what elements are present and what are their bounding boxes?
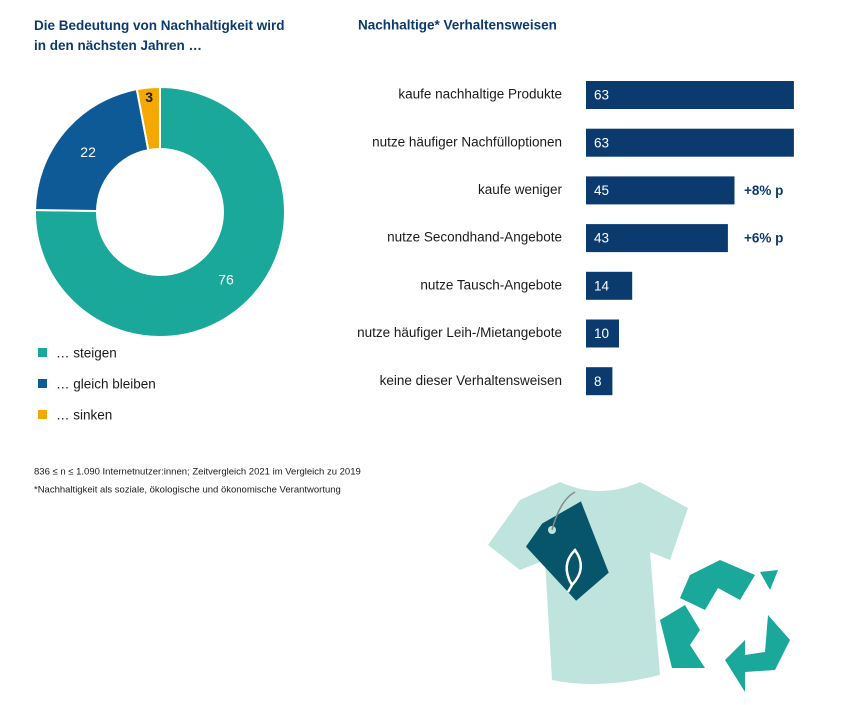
bar-title: Nachhaltige* Verhaltensweisen (358, 18, 557, 33)
donut-segment (33, 88, 150, 213)
change-label: +8% p (744, 183, 783, 198)
data-label: 3 (145, 89, 153, 105)
donut-segment (34, 85, 286, 338)
data-label: 76 (218, 272, 234, 288)
bar (586, 367, 613, 396)
data-label: 45 (594, 183, 609, 198)
change-label: +6% p (744, 231, 783, 246)
category-label: nutze Secondhand-Angebote (387, 230, 562, 245)
legend-label: … steigen (56, 346, 117, 361)
footnote: *Nachhaltigkeit als soziale, ökologische… (34, 485, 341, 496)
bar (586, 224, 728, 253)
data-label: 63 (594, 135, 609, 150)
data-label: 63 (594, 88, 609, 103)
category-label: kaufe nachhaltige Produkte (398, 87, 562, 102)
data-label: 8 (594, 374, 602, 389)
bar (586, 271, 633, 300)
data-label: 43 (594, 231, 609, 246)
bar (586, 81, 794, 109)
category-label: nutze häufiger Leih-/Mietangebote (357, 325, 562, 340)
data-label: 14 (594, 278, 610, 293)
donut-segment (135, 85, 161, 152)
bar (586, 319, 619, 348)
illustration (488, 482, 790, 692)
legend-label: … sinken (56, 408, 112, 423)
donut-title: Die Bedeutung von Nachhaltigkeit wird in … (34, 18, 285, 53)
category-label: keine dieser Verhaltensweisen (380, 373, 562, 388)
data-label: 10 (594, 326, 609, 341)
category-label: nutze Tausch-Angebote (420, 277, 562, 292)
data-label: 22 (80, 144, 96, 160)
footnote: 836 ≤ n ≤ 1.090 Internetnutzer:innen; Ze… (34, 467, 361, 478)
legend-swatch (38, 410, 47, 419)
bar (586, 128, 794, 157)
bar (586, 176, 735, 205)
legend-swatch (38, 348, 47, 357)
legend-swatch (38, 379, 47, 388)
category-label: nutze häufiger Nachfülloptionen (372, 134, 562, 149)
legend-label: … gleich bleiben (56, 377, 156, 392)
category-label: kaufe weniger (478, 182, 563, 197)
